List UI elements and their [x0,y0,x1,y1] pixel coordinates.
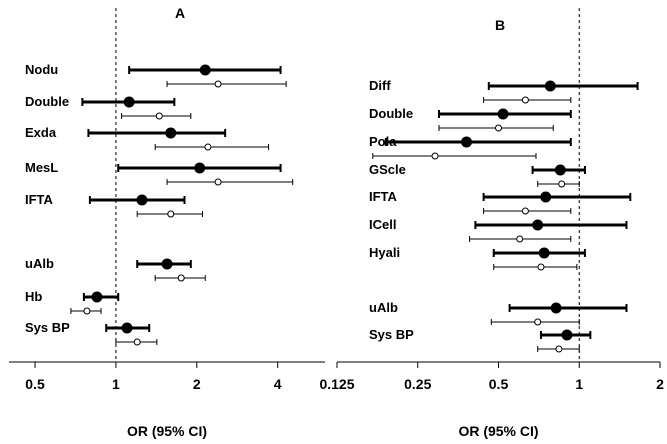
row-label: IFTA [25,192,54,207]
point-estimate-open [214,178,222,186]
point-estimate-open [155,112,163,120]
row-label: Diff [369,78,391,93]
point-estimate-filled [497,108,509,120]
point-estimate-open [521,96,529,104]
x-tick-label: 0.25 [404,376,431,392]
panel-title: B [495,17,505,33]
row-label: Sys BP [25,320,70,335]
point-estimate-open [495,124,502,132]
point-estimate-open [214,80,222,88]
row-label: Exda [25,125,57,140]
panel-title: A [175,5,185,21]
point-estimate-filled [461,136,473,148]
row-label: uAlb [25,256,54,271]
point-estimate-open [516,235,524,243]
row-label: GScle [369,162,406,177]
point-estimate-open [133,338,141,346]
row-label: IFTA [369,189,398,204]
point-estimate-filled [161,258,173,270]
point-estimate-filled [532,219,544,231]
point-estimate-filled [550,302,562,314]
point-estimate-open [167,210,175,218]
x-tick-label: 2 [193,376,201,392]
point-estimate-filled [91,291,103,303]
row-label: Double [369,106,413,121]
row-label: MesL [25,160,58,175]
point-estimate-filled [165,127,177,139]
row-label: Double [25,94,69,109]
row-label: Hyali [369,245,400,260]
x-tick-label: 2 [656,376,664,392]
point-estimate-filled [194,162,206,174]
point-estimate-open [555,345,563,353]
point-estimate-filled [538,247,550,259]
point-estimate-filled [123,96,135,108]
row-label: Sys BP [369,327,414,342]
point-estimate-open [521,207,529,215]
point-estimate-open [83,307,91,315]
point-estimate-filled [199,64,211,76]
x-tick-label: 1 [575,376,583,392]
point-estimate-filled [136,194,148,206]
row-label: Nodu [25,62,58,77]
point-estimate-filled [554,164,566,176]
point-estimate-open [177,274,185,282]
point-estimate-open [204,143,212,151]
x-tick-label: 4 [274,376,282,392]
point-estimate-open [558,180,566,188]
row-label: uAlb [369,300,398,315]
point-estimate-open [431,152,439,160]
point-estimate-filled [121,322,133,334]
x-axis-label: OR (95% CI) [458,423,538,439]
point-estimate-open [534,318,542,326]
x-tick-label: 0.5 [489,376,509,392]
row-label: Pola [369,134,397,149]
point-estimate-filled [540,191,552,203]
point-estimate-filled [561,329,573,341]
row-label: ICell [369,217,396,232]
x-tick-label: 0.125 [319,376,354,392]
point-estimate-open [537,263,545,271]
point-estimate-filled [544,80,556,92]
x-tick-label: 1 [112,376,120,392]
x-axis-label: OR (95% CI) [127,423,207,439]
x-tick-label: 0.5 [25,376,45,392]
row-label: Hb [25,289,42,304]
